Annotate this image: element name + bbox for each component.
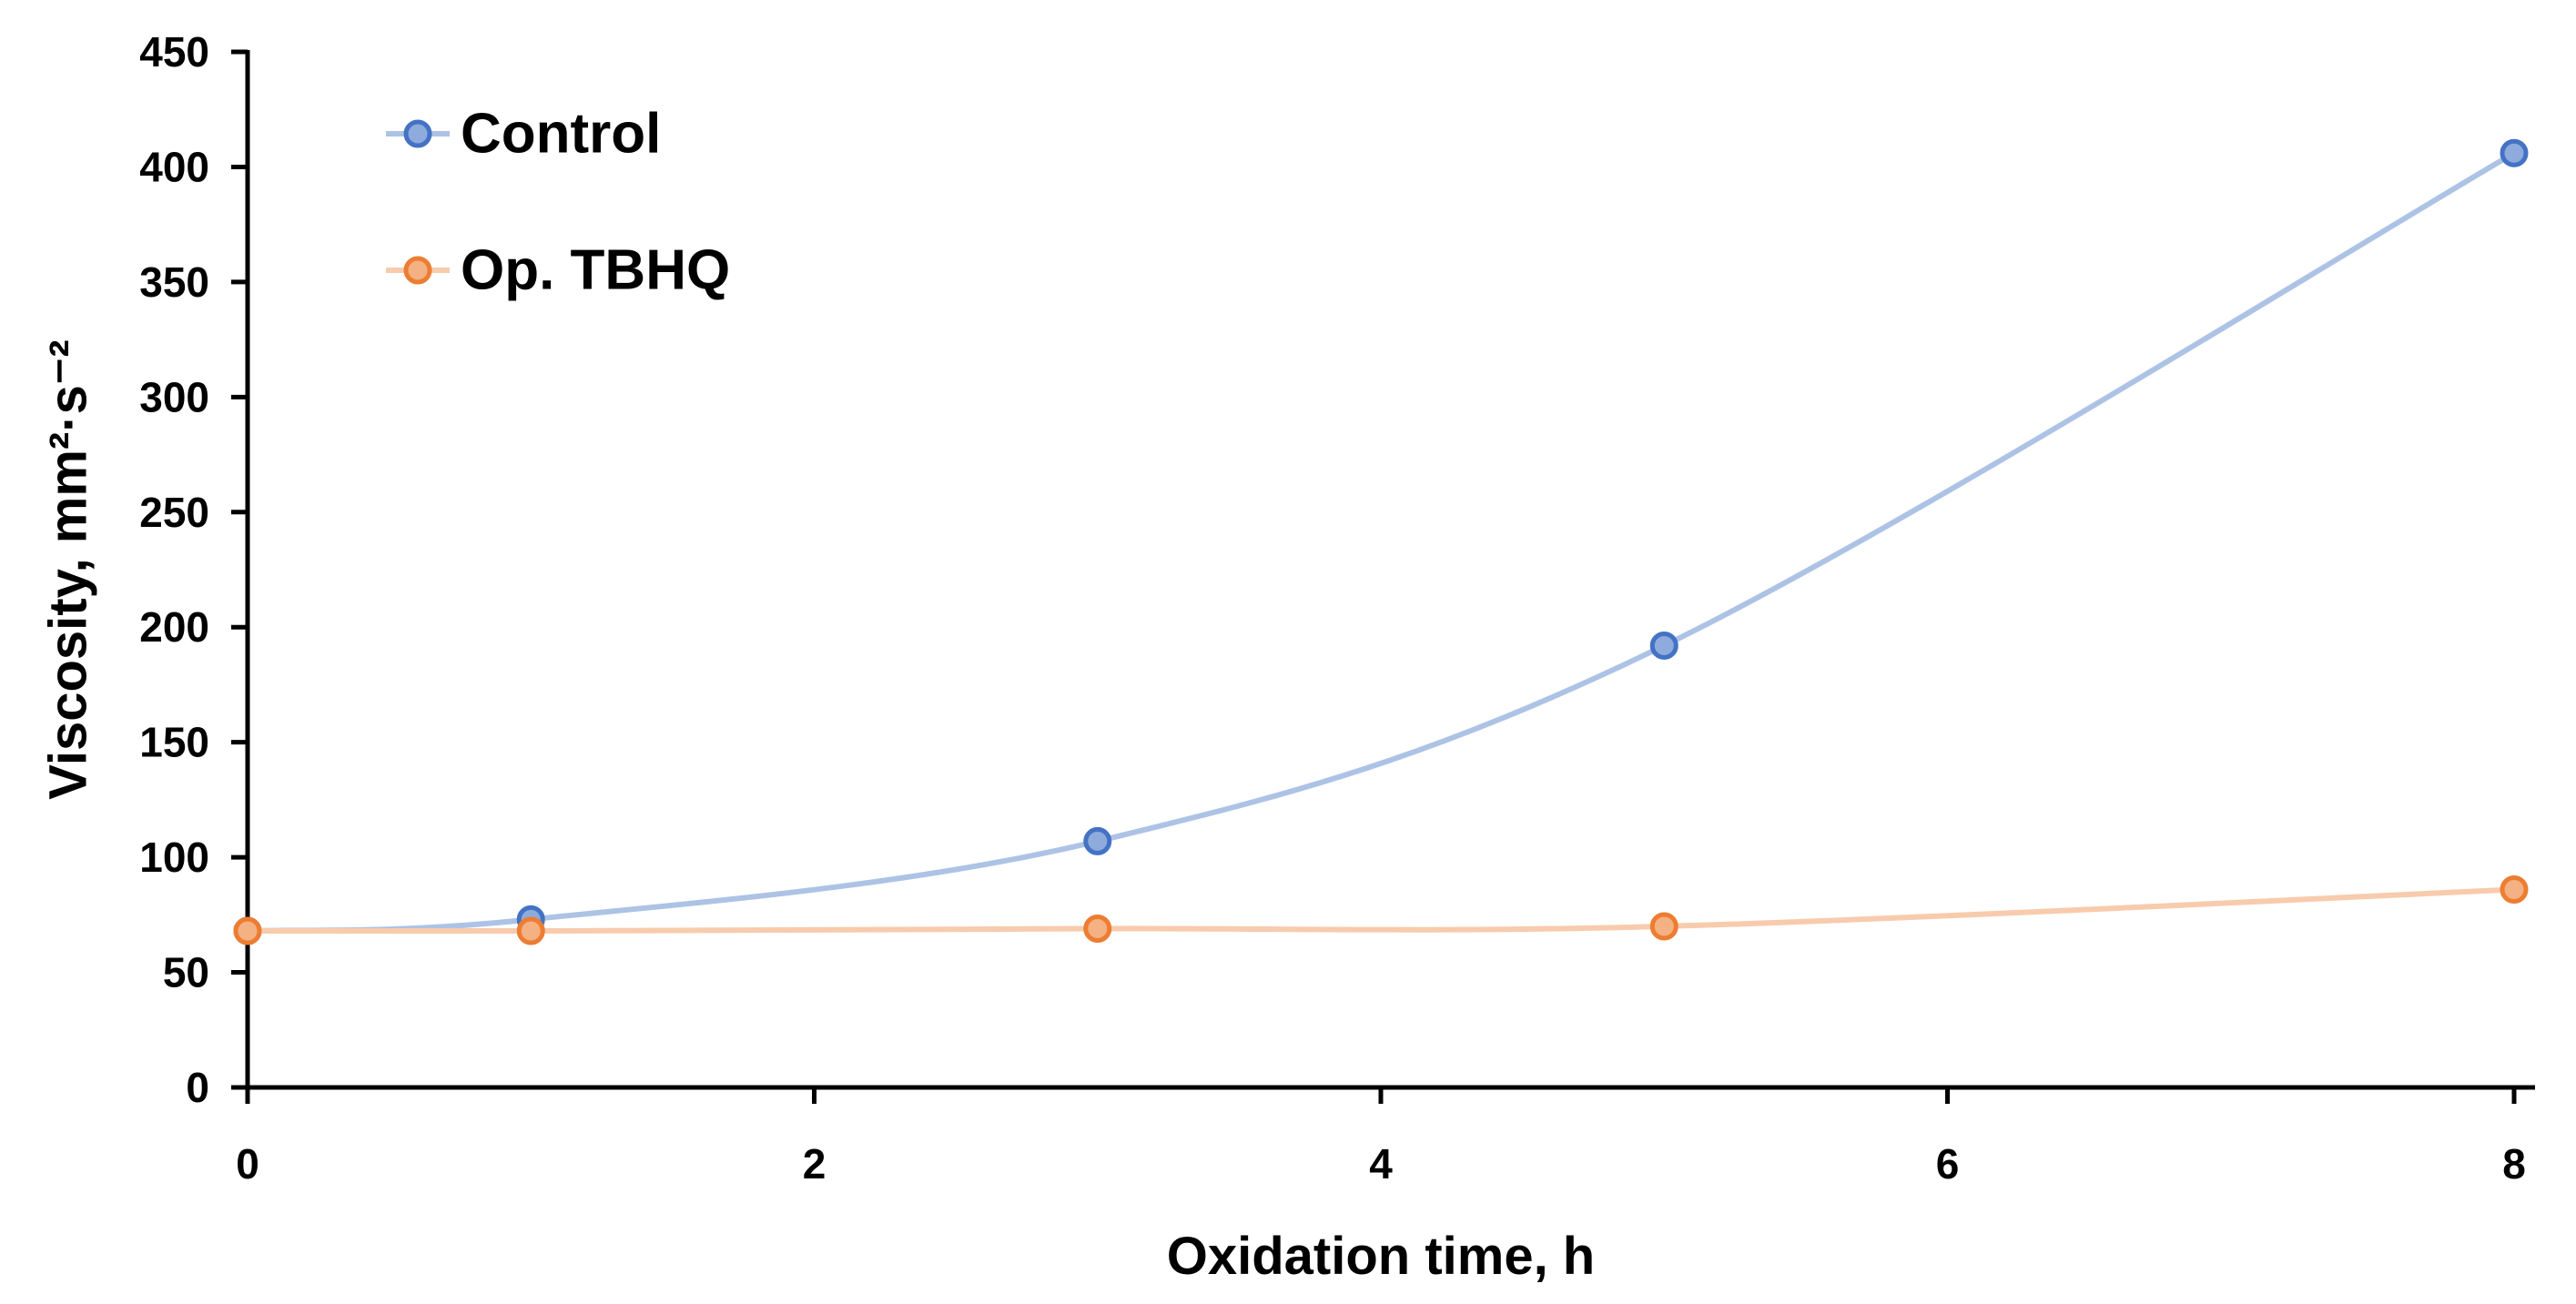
data-point-op-tbhq [2500, 875, 2529, 905]
legend-item-control: Control [386, 103, 661, 166]
y-tick-label: 200 [139, 603, 209, 651]
data-point-op-tbhq [1083, 915, 1112, 944]
y-tick-label: 400 [139, 143, 209, 190]
data-point-op-tbhq [516, 916, 545, 945]
data-point-op-tbhq [1649, 912, 1678, 941]
data-point-op-tbhq [233, 916, 262, 945]
y-tick-label: 100 [139, 834, 209, 881]
legend-marker-icon [403, 119, 432, 148]
y-tick-label: 50 [163, 949, 209, 996]
y-axis-title: Viscosity, mm²·s⁻² [39, 339, 98, 800]
y-tick-label: 250 [139, 489, 209, 536]
legend-item-op-tbhq: Op. TBHQ [386, 239, 730, 302]
data-point-control [2500, 138, 2529, 167]
series-line-op-tbhq [245, 886, 2517, 935]
y-tick-label: 0 [186, 1064, 209, 1111]
x-tick-label: 2 [803, 1140, 827, 1188]
x-tick-label: 4 [1369, 1140, 1393, 1188]
y-tick-label: 300 [139, 373, 209, 420]
legend-marker-icon [403, 256, 432, 285]
legend-label: Control [461, 103, 661, 166]
x-tick-label: 0 [236, 1140, 259, 1188]
y-tick-label: 450 [139, 28, 209, 76]
data-point-control [1083, 826, 1112, 855]
x-tick-label: 6 [1936, 1140, 1960, 1188]
x-tick-label: 8 [2502, 1140, 2526, 1188]
legend-label: Op. TBHQ [461, 239, 730, 302]
y-tick-label: 150 [139, 719, 209, 766]
data-point-control [1649, 631, 1678, 660]
x-axis-title: Oxidation time, h [1167, 1227, 1596, 1286]
y-tick-label: 350 [139, 258, 209, 306]
